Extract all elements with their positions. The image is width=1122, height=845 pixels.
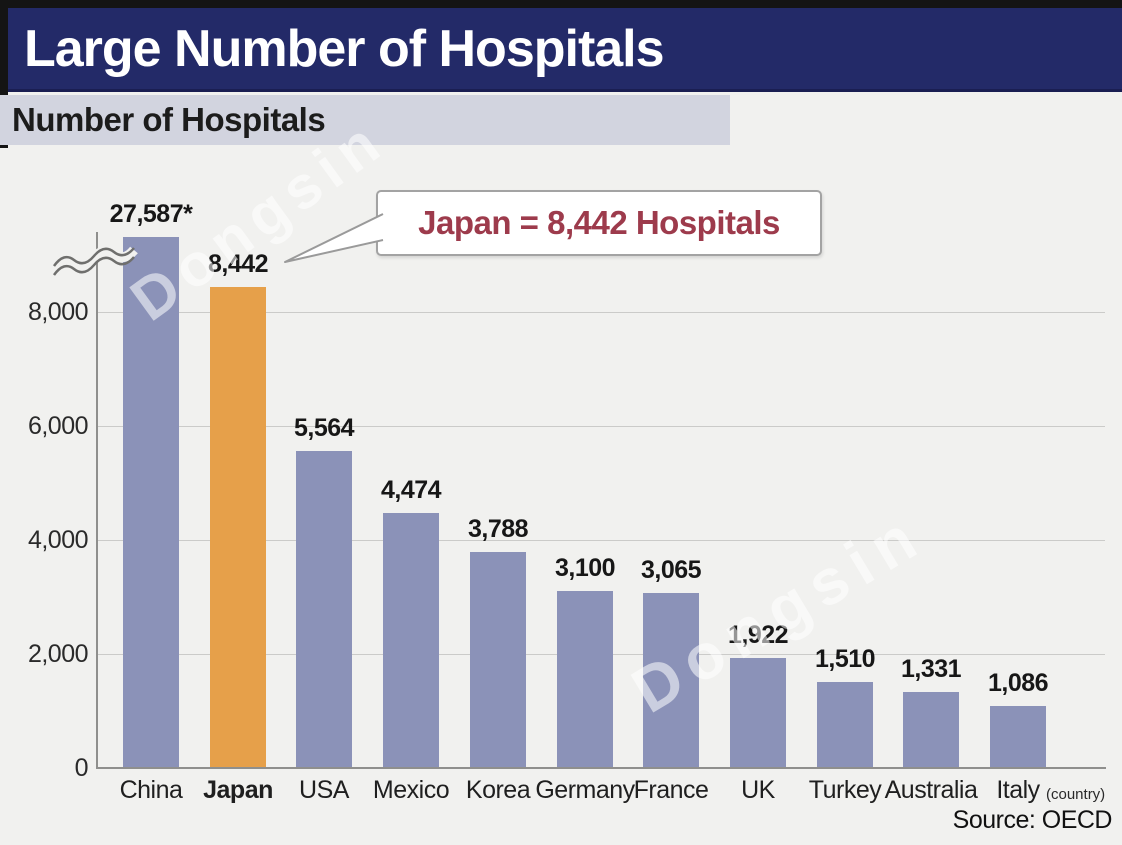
bar-value-label-germany: 3,100 <box>554 554 616 582</box>
gridline-8000 <box>97 312 1105 313</box>
x-tick-label-mexico: Mexico <box>372 776 450 804</box>
bar-france <box>643 593 699 768</box>
bar-value-label-china: 27,587* <box>109 200 193 228</box>
callout-tail <box>284 213 384 263</box>
title-banner: Large Number of Hospitals <box>8 8 1122 92</box>
bar-italy <box>990 706 1046 768</box>
gridline-6000 <box>97 426 1105 427</box>
y-tick-label: 6,000 <box>27 412 89 440</box>
x-tick-label-china: China <box>119 776 183 804</box>
x-tick-label-france: France <box>633 776 709 804</box>
y-axis-break-icon <box>52 245 138 276</box>
bar-value-label-usa: 5,564 <box>293 414 355 442</box>
bar-china <box>123 237 179 768</box>
letterbox-left-strip <box>0 0 8 148</box>
bar-mexico <box>383 513 439 768</box>
letterbox-top-strip <box>0 0 1122 8</box>
bar-value-label-australia: 1,331 <box>900 655 962 683</box>
x-tick-label-turkey: Turkey <box>808 776 882 804</box>
x-tick-label-australia: Australia <box>884 776 978 804</box>
bar-value-label-uk: 1,922 <box>727 621 789 649</box>
chart-subtitle: Number of Hospitals <box>12 101 326 138</box>
page-title: Large Number of Hospitals <box>24 19 665 78</box>
y-tick-label: 0 <box>74 754 89 782</box>
bar-value-label-turkey: 1,510 <box>814 645 876 673</box>
x-axis-line <box>96 767 1106 769</box>
callout-bubble: Japan = 8,442 Hospitals <box>376 190 822 256</box>
x-tick-label-germany: Germany <box>535 776 635 804</box>
bar-value-label-korea: 3,788 <box>467 515 529 543</box>
callout-label: Japan = 8,442 Hospitals <box>418 204 780 241</box>
bar-korea <box>470 552 526 768</box>
bar-japan <box>210 287 266 768</box>
source-note: Source: OECD <box>952 806 1113 834</box>
bar-usa <box>296 451 352 768</box>
bar-chart: 0 2,000 4,000 6,000 8,000 27,587* China 8,442 Ja… <box>0 145 1122 845</box>
x-axis-unit-label: (country) <box>1046 786 1106 803</box>
bar-uk <box>730 658 786 768</box>
x-tick-label-usa: USA <box>299 776 349 804</box>
gridline-4000 <box>97 540 1105 541</box>
bar-value-label-italy: 1,086 <box>987 669 1049 697</box>
y-tick-label: 8,000 <box>27 298 89 326</box>
bar-germany <box>557 591 613 768</box>
y-tick-label: 2,000 <box>27 640 89 668</box>
x-tick-label-uk: UK <box>741 776 775 804</box>
bar-value-label-japan: 8,442 <box>207 250 269 278</box>
chart-subtitle-band: Number of Hospitals <box>0 95 730 145</box>
y-axis-line <box>96 232 98 768</box>
bar-turkey <box>817 682 873 768</box>
bar-value-label-mexico: 4,474 <box>380 476 442 504</box>
bar-value-label-france: 3,065 <box>640 556 702 584</box>
x-tick-label-japan: Japan <box>203 776 273 804</box>
x-tick-label-korea: Korea <box>465 776 531 804</box>
x-tick-label-italy: Italy <box>996 776 1040 804</box>
bar-australia <box>903 692 959 768</box>
y-tick-label: 4,000 <box>27 526 89 554</box>
